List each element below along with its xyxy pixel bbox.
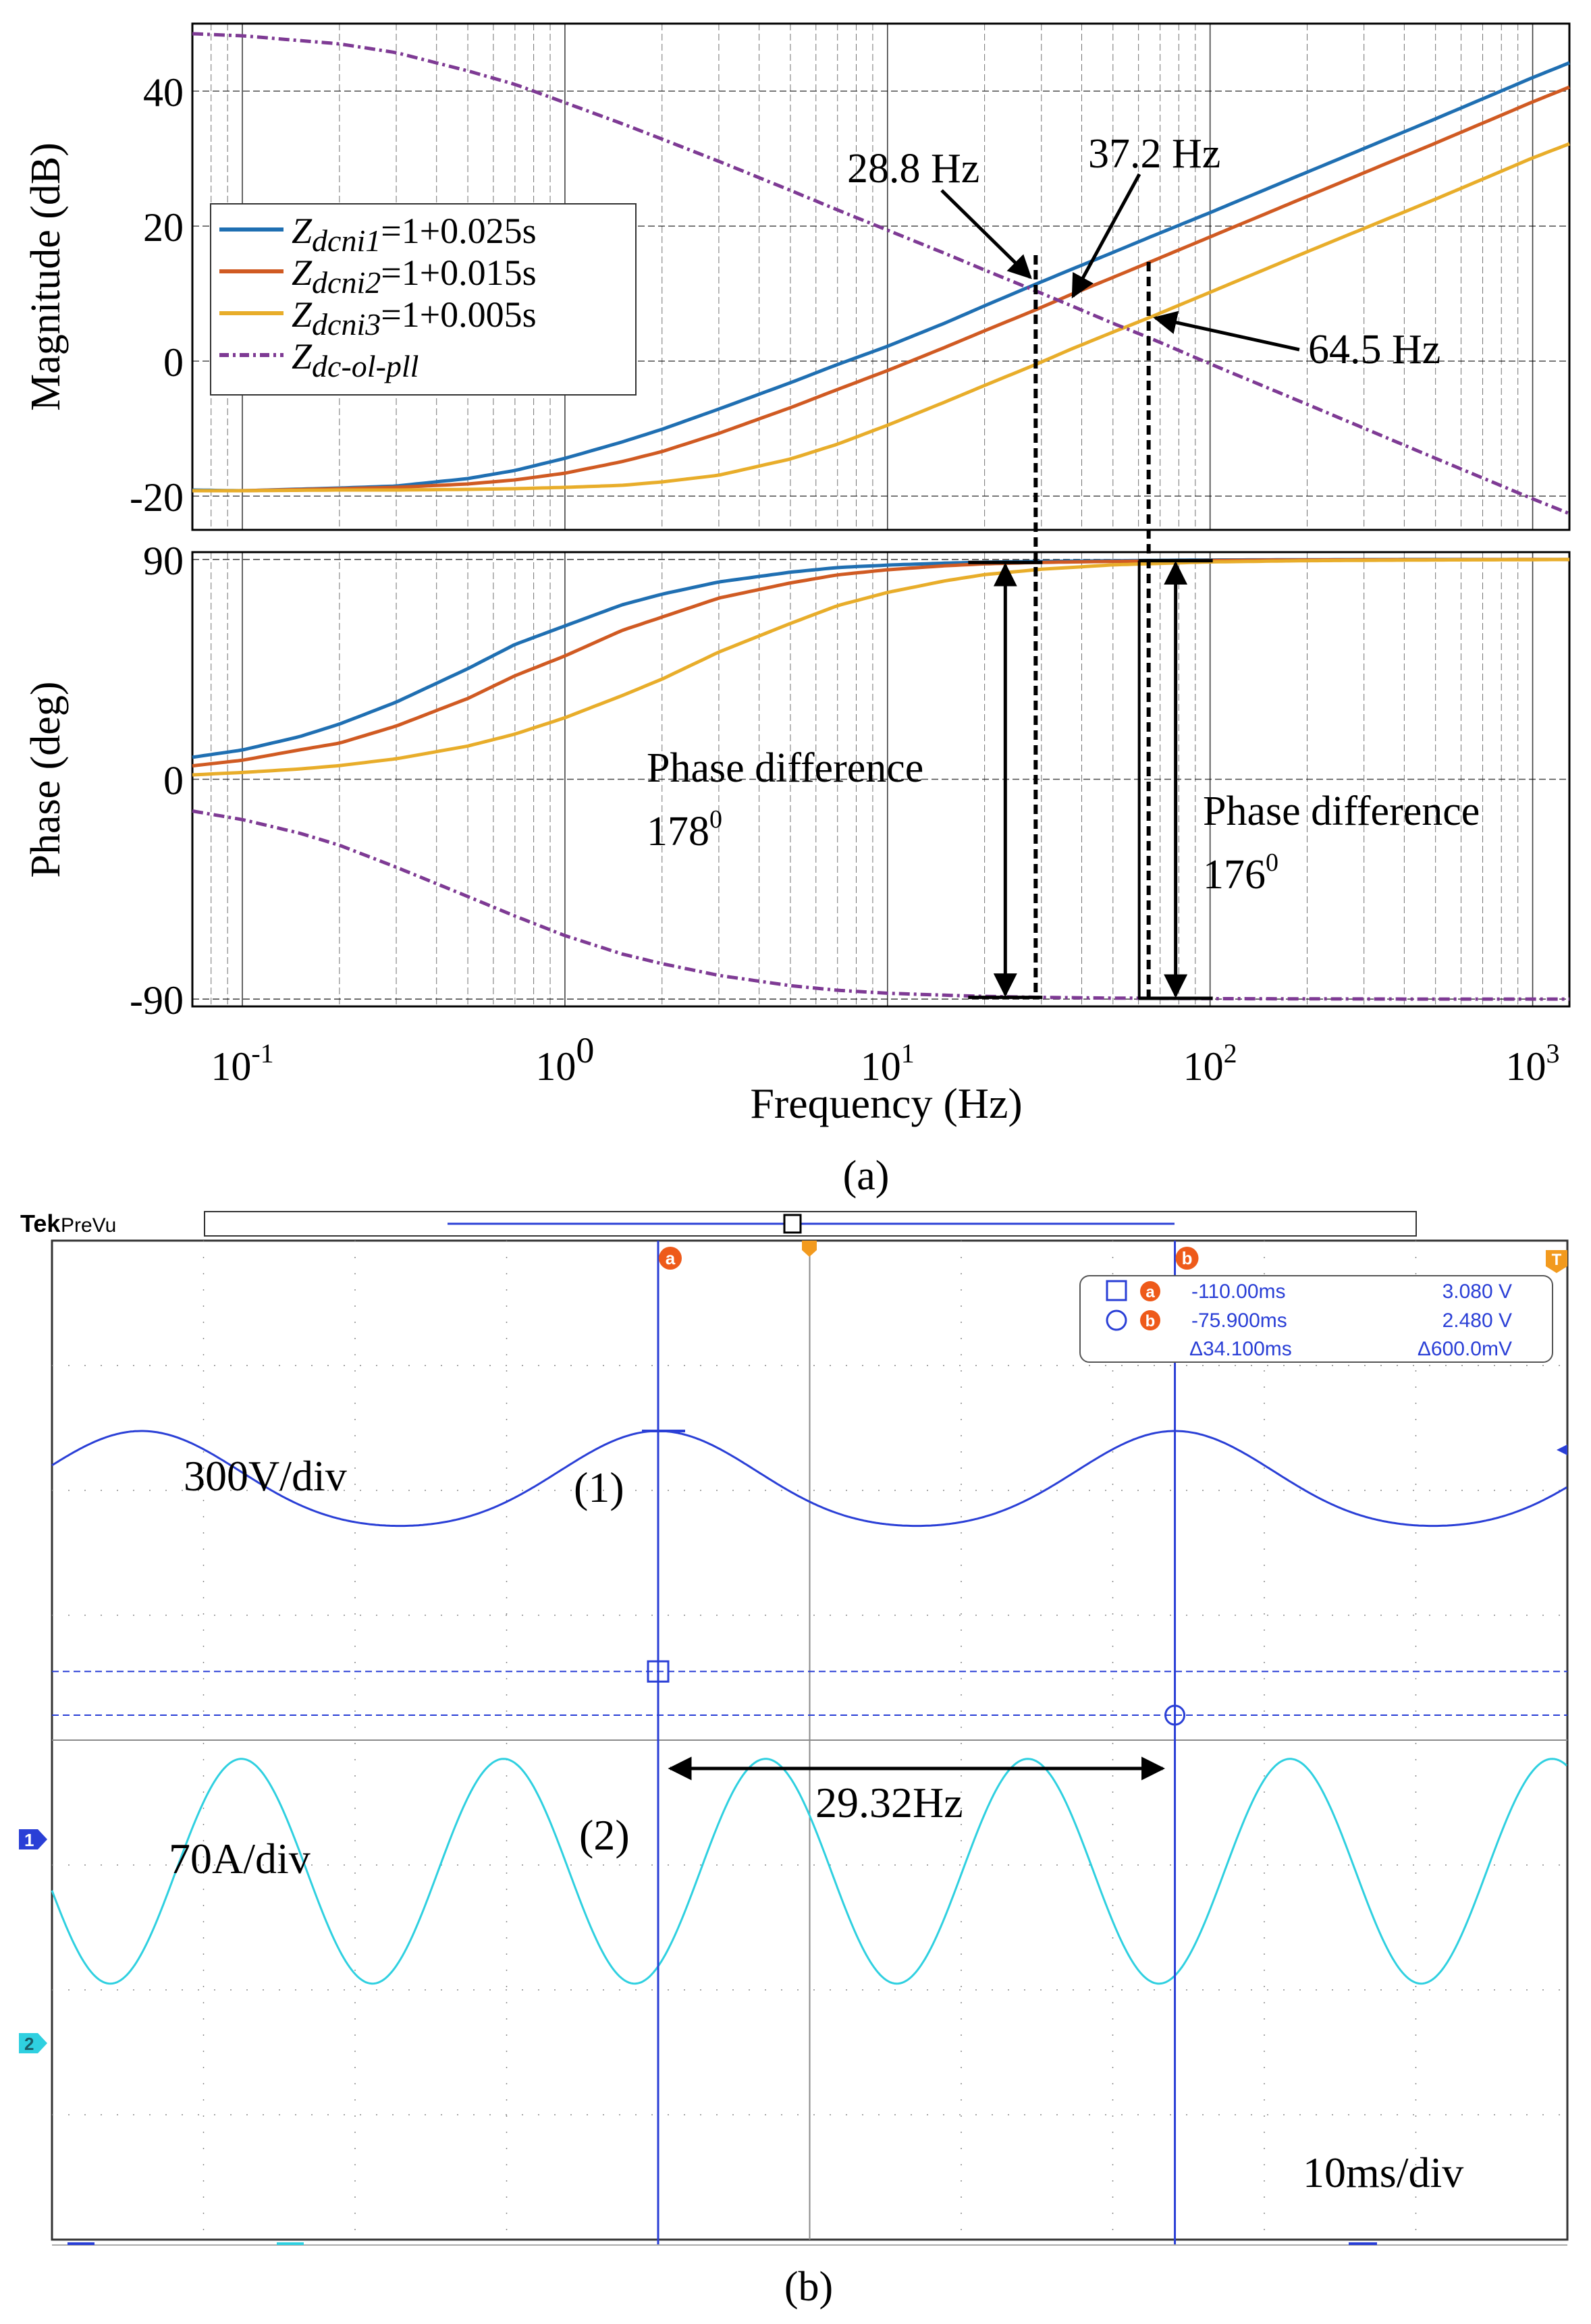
magnitude-series-4 — [192, 32, 1570, 516]
magnitude-series — [192, 32, 1570, 516]
legend-label-4: Zdc-ol-pll — [292, 336, 419, 383]
annotation-64-5-hz: 64.5 Hz — [1308, 327, 1440, 373]
phase-difference-value-1: 1780 — [647, 805, 722, 855]
scope-brand: Tek — [20, 1210, 61, 1237]
scope-trace-ch2 — [51, 1758, 1567, 1985]
phase-series — [192, 558, 1569, 1001]
cursor-b-top-badge — [1175, 1247, 1199, 1270]
annotation-37-2-hz: 37.2 Hz — [1088, 131, 1220, 177]
figure-label-b: (b) — [784, 2264, 833, 2310]
x-tick-label: 101 — [861, 1038, 915, 1089]
level-arrow-icon — [1557, 1444, 1567, 1455]
svg-text:b: b — [1145, 1312, 1156, 1330]
ch2-scale-label: 70A/div — [169, 1835, 311, 1883]
cursor-b-circle-icon — [1164, 1704, 1186, 1726]
crossover-annotations: 28.8 Hz 37.2 Hz 64.5 Hz — [847, 131, 1440, 373]
cursor-b-time: -75.900ms — [1191, 1309, 1287, 1332]
legend-items: Zdcni1=1+0.025sZdcni2=1+0.015sZdcni3=1+0… — [219, 211, 537, 383]
y-tick-label: 0 — [163, 340, 184, 385]
ch1-index-label: (1) — [574, 1463, 624, 1511]
scope-traces — [51, 1430, 1567, 1985]
phase-difference-markers — [968, 255, 1213, 1000]
phase-series-4 — [192, 809, 1569, 1001]
figure-label-a: (a) — [843, 1153, 890, 1199]
magnitude-series-2 — [192, 85, 1570, 493]
phase-y-axis-label: Phase (deg) — [23, 682, 69, 878]
y-tick-label: -20 — [130, 475, 184, 520]
legend-label-2: Zdcni2=1+0.015s — [292, 252, 537, 300]
frequency-x-axis-label: Frequency (Hz) — [750, 1079, 1022, 1127]
svg-text:1: 1 — [24, 1830, 34, 1850]
annotation-28-8-hz: 28.8 Hz — [847, 146, 979, 192]
cursor-b-circle-icon — [1106, 1309, 1127, 1331]
channel-2-marker: 2 — [19, 2033, 47, 2054]
y-tick-label: 40 — [143, 70, 184, 115]
magnitude-y-axis-label: Magnitude (dB) — [23, 142, 69, 411]
x-tick-label: 102 — [1183, 1038, 1237, 1089]
time-scale-label: 10ms/div — [1303, 2149, 1463, 2196]
x-tick-label: 10-1 — [211, 1038, 273, 1089]
cursor-a-time: -110.00ms — [1191, 1280, 1286, 1303]
y-tick-label: 20 — [143, 205, 184, 250]
svg-text:2: 2 — [24, 2034, 34, 2054]
cursor-readout: a -110.00ms 3.080 V b -75.900ms 2.480 V … — [1079, 1275, 1553, 1363]
magnitude-series-3 — [192, 142, 1570, 493]
ch2-index-label: (2) — [579, 1811, 630, 1859]
cursor-b-value: 2.480 V — [1442, 1309, 1512, 1332]
magnitude-series-1 — [192, 61, 1570, 493]
cursor-a-value: 3.080 V — [1442, 1280, 1512, 1303]
channel-1-marker: 1 — [19, 1829, 47, 1850]
phase-y-ticks: 90 0 -90 — [130, 539, 184, 1023]
scope-grid — [52, 1241, 1567, 2240]
legend-box — [210, 203, 637, 396]
scope-mode: PreVu — [61, 1214, 116, 1237]
svg-text:a: a — [1145, 1283, 1155, 1301]
cursor-a-top-badge — [659, 1247, 682, 1270]
cursor-a-square-icon — [647, 1660, 670, 1683]
y-tick-label: 0 — [163, 759, 184, 803]
trigger-marker: T — [802, 1241, 1567, 1455]
cursor-delta-time: Δ34.100ms — [1189, 1338, 1292, 1360]
phase-series-3 — [192, 558, 1569, 777]
cursor-delta-value: Δ600.0mV — [1418, 1338, 1512, 1360]
cursor-a-square-icon — [1106, 1280, 1127, 1301]
svg-text:a: a — [666, 1248, 676, 1268]
y-tick-label: -90 — [130, 978, 184, 1023]
x-tick-label: 100 — [535, 1030, 594, 1089]
ch1-scale-label: 300V/div — [184, 1452, 347, 1500]
x-tick-label: 103 — [1506, 1038, 1560, 1089]
scope-trace-ch1 — [51, 1430, 1567, 1528]
phase-plot: 90 0 -90 Phase (deg) Phase difference 1780… — [23, 255, 1571, 1023]
arrow-64-5-hz — [1153, 310, 1300, 352]
magnitude-y-ticks: 40 20 0 -20 — [130, 70, 184, 520]
cursor-b-badge — [1140, 1310, 1160, 1330]
legend-label-1: Zdcni1=1+0.025s — [292, 211, 537, 258]
frequency-x-ticks: 10-1 100 101 102 103 — [211, 1030, 1559, 1089]
phase-difference-value-2: 1760 — [1203, 848, 1278, 898]
legend-label-3: Zdcni3=1+0.005s — [292, 294, 537, 342]
scope-bottom-strip — [52, 2242, 1567, 2246]
y-tick-label: 90 — [143, 539, 184, 583]
cursor-a-badge — [1140, 1281, 1160, 1301]
frequency-label: 29.32Hz — [815, 1779, 963, 1827]
arrow-28-8-hz — [940, 189, 1032, 279]
svg-text:b: b — [1182, 1248, 1193, 1268]
trigger-label: T — [1552, 1251, 1562, 1269]
phase-difference-label-1: Phase difference — [647, 745, 923, 791]
legend: Zdcni1=1+0.025sZdcni2=1+0.015sZdcni3=1+0… — [210, 203, 637, 396]
phase-difference-label-2: Phase difference — [1203, 788, 1480, 834]
record-length-bar — [204, 1211, 1417, 1237]
arrow-37-2-hz — [1071, 173, 1141, 299]
